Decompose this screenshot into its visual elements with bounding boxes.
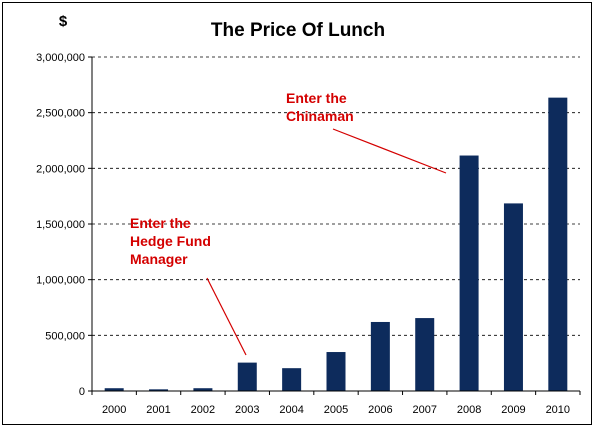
x-tick-label: 2002	[191, 404, 215, 416]
annotations: Enter the Chinaman Enter the Hedge Fund Mana…	[130, 90, 447, 356]
axes	[88, 56, 581, 395]
chart-title: The Price Of Lunch	[211, 20, 385, 41]
y-tick-label: 1,500,000	[36, 219, 85, 231]
annotation-pointer	[206, 277, 247, 356]
bar-2008	[459, 155, 479, 391]
bar-2007	[415, 318, 435, 391]
y-tick-label: 0	[79, 386, 85, 398]
x-tick-label: 2009	[501, 404, 525, 416]
annotation-text: Enter the	[130, 215, 191, 231]
x-tick-label: 2003	[235, 404, 259, 416]
x-tick-label: 2010	[546, 404, 570, 416]
bar-2002	[193, 388, 213, 391]
bar-2005	[326, 352, 346, 391]
bars	[104, 97, 568, 392]
chart-frame	[2, 2, 592, 425]
x-tick-label: 2001	[146, 404, 170, 416]
annotation-pointer	[332, 128, 447, 174]
x-tick-label: 2007	[412, 404, 436, 416]
bar-2004	[282, 368, 302, 391]
x-tick-label: 2005	[324, 404, 348, 416]
x-tick-label: 2004	[279, 404, 303, 416]
x-tick-label: 2000	[102, 404, 126, 416]
y-tick-label: 1,000,000	[36, 275, 85, 287]
annotation-text: Hedge Fund	[130, 233, 211, 249]
bar-2000	[104, 388, 124, 391]
x-tick-labels: 2000 2001 2002 2003 2004 2005 2006 2007 2008 2009…	[102, 404, 570, 416]
bar-2006	[370, 321, 390, 391]
y-tick-label: 3,000,000	[36, 52, 85, 64]
y-tick-label: 2,500,000	[36, 108, 85, 120]
annotation-text: Enter the	[286, 90, 347, 106]
y-tick-label: 2,000,000	[36, 163, 85, 175]
y-tick-labels: 0 500,000 1,000,000 1,500,000 2,000,000 2,500…	[36, 52, 85, 398]
x-tick-label: 2006	[368, 404, 392, 416]
bar-2010	[548, 97, 568, 392]
annotation-text: Manager	[130, 251, 188, 267]
bar-2003	[237, 362, 257, 391]
y-axis-label: $	[59, 13, 68, 30]
bar-2001	[149, 389, 169, 391]
bar-2009	[503, 203, 523, 391]
annotation-text: Chinaman	[286, 108, 354, 124]
x-tick-label: 2008	[457, 404, 481, 416]
y-tick-label: 500,000	[45, 330, 85, 342]
